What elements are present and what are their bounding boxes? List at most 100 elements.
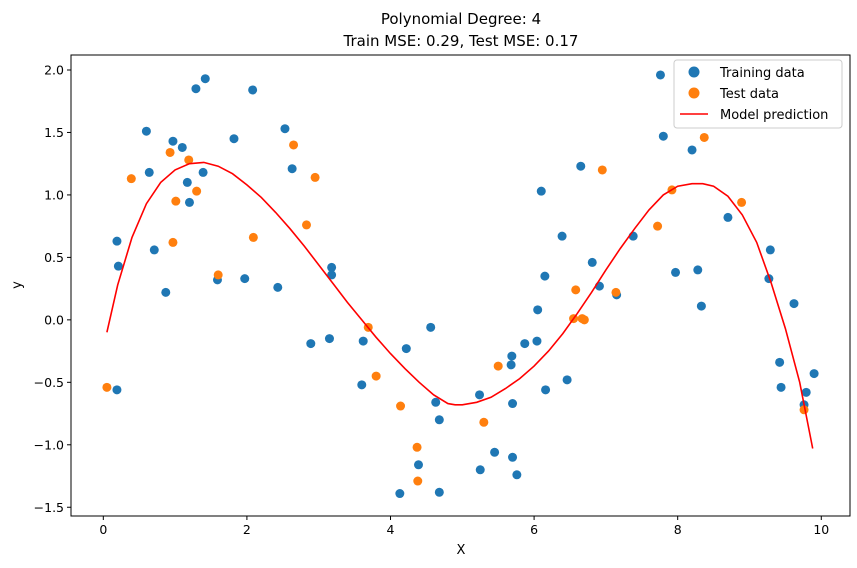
series-0-point-30	[426, 322, 436, 332]
chart-title: Polynomial Degree: 4	[381, 10, 541, 28]
series-1-point-11	[310, 172, 320, 182]
legend-marker-test	[688, 87, 700, 99]
y-tick-label-7: 2.0	[44, 62, 64, 77]
series-0-point-10	[184, 197, 194, 207]
series-0-point-5	[149, 245, 159, 255]
series-0-point-48	[557, 231, 567, 241]
series-0-point-63	[765, 245, 775, 255]
x-tick-label-4: 8	[674, 522, 682, 537]
series-0-point-20	[287, 164, 297, 174]
y-tick-label-2: −0.5	[34, 375, 64, 390]
series-0-point-68	[801, 387, 811, 397]
series-0-point-35	[475, 465, 485, 475]
series-0-point-18	[273, 282, 283, 292]
series-1-point-1	[126, 174, 136, 184]
series-0-point-47	[541, 385, 551, 395]
series-0-point-25	[357, 380, 367, 390]
series-0-point-15	[229, 134, 239, 144]
series-1-point-4	[171, 196, 181, 206]
series-1-point-6	[192, 186, 202, 196]
series-0-point-17	[248, 85, 258, 95]
series-0-point-23	[327, 262, 337, 272]
series-0-point-31	[431, 397, 441, 407]
series-0-point-9	[182, 177, 192, 187]
series-0-point-1	[112, 236, 122, 246]
series-0-point-16	[240, 274, 250, 284]
legend-label-test: Test data	[719, 87, 779, 102]
series-0-point-55	[655, 70, 665, 80]
series-0-point-38	[507, 351, 517, 361]
series-0-point-64	[775, 357, 785, 367]
series-0-point-60	[696, 301, 706, 311]
y-tick-label-5: 1.0	[44, 187, 64, 202]
series-0-point-32	[434, 415, 444, 425]
series-0-point-21	[306, 339, 316, 349]
series-1-point-7	[213, 270, 223, 280]
y-tick-label-6: 1.5	[44, 125, 64, 140]
series-0-point-43	[532, 336, 542, 346]
series-0-point-24	[327, 270, 337, 280]
series-1-point-14	[396, 401, 406, 411]
model-prediction-line	[106, 161, 814, 449]
series-0-point-22	[324, 334, 334, 344]
series-0-point-40	[508, 452, 518, 462]
y-tick-label-1: −1.0	[34, 437, 64, 452]
series-0-point-46	[540, 271, 550, 281]
y-tick-label-4: 0.5	[44, 250, 64, 265]
series-0-point-61	[723, 212, 733, 222]
series-0-point-50	[576, 161, 586, 171]
series-1-point-28	[737, 197, 747, 207]
series-1-point-23	[597, 165, 607, 175]
series-1-point-8	[248, 232, 258, 242]
series-0-point-65	[776, 382, 786, 392]
series-1-point-27	[699, 132, 709, 142]
legend-label-model: Model prediction	[720, 108, 828, 123]
x-tick-label-5: 10	[813, 522, 829, 537]
legend-label-training: Training data	[719, 66, 805, 81]
series-0-point-28	[401, 344, 411, 354]
y-tick-label-0: −1.5	[34, 500, 64, 515]
series-0-point-3	[141, 126, 151, 136]
legend-marker-training	[688, 66, 700, 78]
series-0-point-0	[112, 385, 122, 395]
series-0-point-13	[200, 74, 210, 84]
series-0-point-56	[658, 131, 668, 141]
series-0-point-58	[687, 145, 697, 155]
series-1-point-20	[571, 285, 581, 295]
series-0-point-19	[280, 124, 290, 134]
series-0-point-42	[520, 339, 530, 349]
x-tick-label-3: 6	[530, 522, 538, 537]
series-1-point-22	[579, 315, 589, 325]
x-tick-label-2: 4	[387, 522, 395, 537]
series-0-point-39	[508, 399, 518, 409]
series-0-point-26	[358, 336, 368, 346]
series-0-point-2	[113, 261, 123, 271]
series-1-point-25	[653, 221, 663, 231]
x-tick-label-1: 2	[243, 522, 251, 537]
series-1-point-24	[611, 287, 621, 297]
series-0-point-12	[198, 167, 208, 177]
series-0-point-66	[789, 299, 799, 309]
series-1-point-2	[165, 147, 175, 157]
series-1-point-5	[184, 155, 194, 165]
y-axis-label: y	[10, 281, 25, 289]
series-0-point-36	[490, 447, 500, 457]
series-1-point-0	[102, 382, 112, 392]
series-0-point-51	[587, 257, 597, 267]
series-1-point-16	[413, 476, 423, 486]
legend-box	[673, 59, 843, 129]
series-0-point-41	[512, 470, 522, 480]
series-0-point-33	[434, 487, 444, 497]
series-0-point-34	[475, 390, 485, 400]
series-0-point-37	[506, 360, 516, 370]
series-0-point-8	[177, 142, 187, 152]
series-0-point-59	[693, 265, 703, 275]
x-axis-label: X	[457, 543, 466, 558]
series-0-point-6	[161, 287, 171, 297]
series-1-point-18	[493, 361, 503, 371]
series-0-points	[112, 70, 819, 499]
series-0-point-4	[144, 167, 154, 177]
series-1-points	[102, 132, 809, 486]
x-tick-label-0: 0	[99, 522, 107, 537]
